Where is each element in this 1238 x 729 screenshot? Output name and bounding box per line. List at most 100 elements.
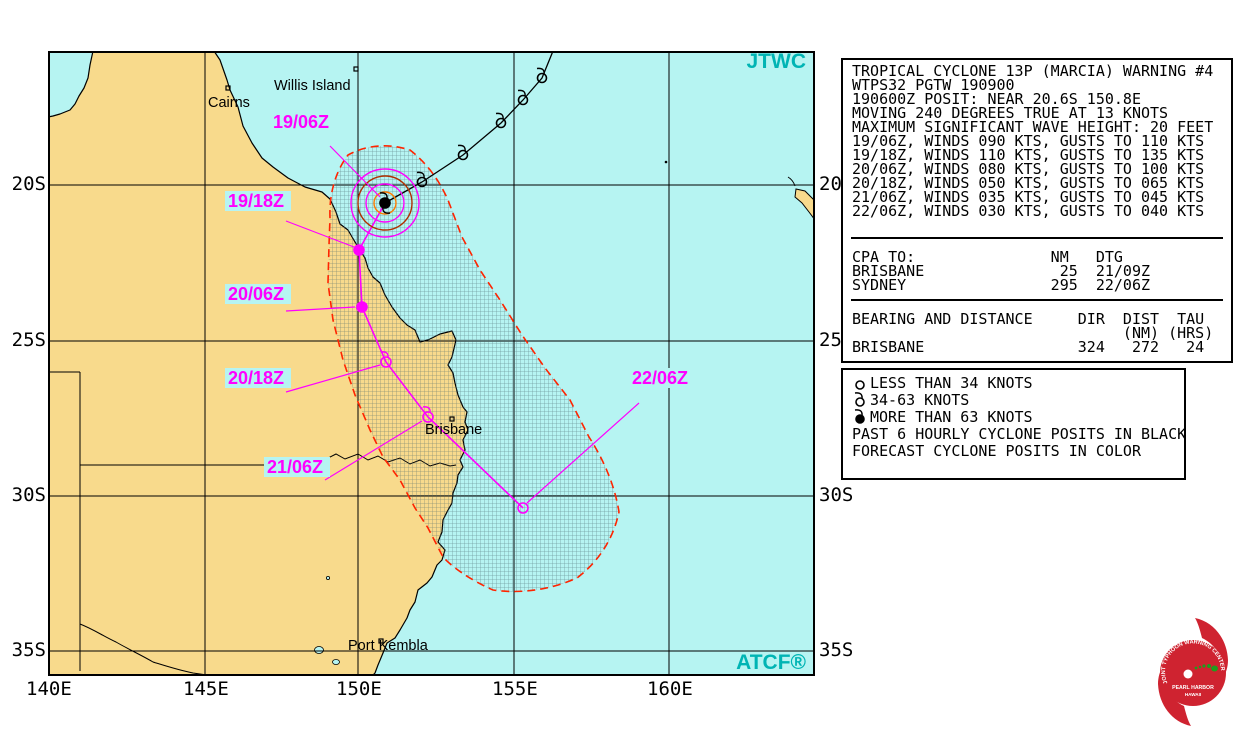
map-border xyxy=(48,51,815,676)
panel-divider xyxy=(851,299,1223,301)
city-marker xyxy=(353,66,359,72)
island-new-caledonia xyxy=(794,188,815,221)
past-position-symbol xyxy=(536,67,548,84)
cpa-lines: CPA TO: NM DTG BRISBANE 25 21/09Z SYDNEY 2… xyxy=(852,250,1151,294)
cyclone-track-map: 19/06Z 19/18Z 20/06Z 20/18Z 21/06Z 22/06Z Cair… xyxy=(48,51,815,676)
track-time-label: 22/06Z xyxy=(629,368,695,388)
label-leader-line xyxy=(324,420,423,481)
label-leader-line xyxy=(285,220,355,248)
cpa-line: SYDNEY 295 22/06Z xyxy=(852,276,1151,294)
label-leader-line xyxy=(285,364,381,393)
jtwc-watermark: JTWC xyxy=(747,51,807,73)
warning-line: TROPICAL CYCLONE 13P (MARCIA) WARNING #4 xyxy=(852,62,1214,80)
legend-item-label: LESS THAN 34 KNOTS xyxy=(870,373,1033,392)
place-port-kembla: Port Kembla xyxy=(348,638,429,654)
state-borders xyxy=(48,371,457,676)
forecast-position-symbol xyxy=(379,192,391,214)
panel-divider xyxy=(851,237,1223,239)
logo-eye xyxy=(1183,669,1193,679)
map-frame: 19/06Z 19/18Z 20/06Z 20/18Z 21/06Z 22/06Z Cair… xyxy=(12,51,853,699)
city-marker xyxy=(378,638,384,644)
lat-label-left: 25S xyxy=(11,329,46,351)
open-icon xyxy=(855,379,865,390)
logo-subtitle-2: HAWAII xyxy=(1185,692,1201,697)
forecast-position-symbol xyxy=(517,502,529,514)
city-label: Port Kembla xyxy=(348,638,429,654)
warning-line: 22/06Z, WINDS 030 KTS, GUSTS TO 040 KTS xyxy=(852,202,1205,220)
warning-line: 19/06Z, WINDS 090 KTS, GUSTS TO 110 KTS xyxy=(852,132,1205,150)
city-label: Willis Island xyxy=(274,78,351,94)
forecast-position-symbol xyxy=(380,351,392,368)
lat-label-left: 20S xyxy=(11,173,46,195)
lon-label: 150E xyxy=(336,678,382,700)
svg-text:22/06Z: 22/06Z xyxy=(632,368,688,388)
warning-line: 19/18Z, WINDS 110 KTS, GUSTS TO 135 KTS xyxy=(852,146,1205,164)
wind-radius-ring xyxy=(357,175,413,231)
svg-text:19/06Z: 19/06Z xyxy=(273,112,329,132)
past-position-symbol xyxy=(495,112,507,129)
warning-line: 20/06Z, WINDS 080 KTS, GUSTS TO 100 KTS xyxy=(852,160,1205,178)
legend-note: FORECAST CYCLONE POSITS IN COLOR xyxy=(852,441,1141,460)
jtwc-logo: JOINT TYPHOON WARNING CENTER PEARL HARBO… xyxy=(1158,618,1228,726)
logo-top-tail xyxy=(1195,618,1228,678)
wind-radius-ring xyxy=(365,183,405,223)
lat-label-left: 30S xyxy=(11,484,46,506)
bearing-line: (NM) (HRS) xyxy=(852,324,1214,342)
warning-line: 20/18Z, WINDS 050 KTS, GUSTS TO 065 KTS xyxy=(852,174,1205,192)
islet-dot xyxy=(664,160,668,164)
past-track-line xyxy=(384,51,554,204)
lakes xyxy=(314,576,340,665)
warning-line: MOVING 240 DEGREES TRUE AT 13 KNOTS xyxy=(852,104,1169,122)
legend-item: LESS THAN 34 KNOTS xyxy=(852,373,1180,392)
place-brisbane: Brisbane xyxy=(425,416,482,438)
city-label: Cairns xyxy=(208,95,250,111)
label-leader-line xyxy=(526,402,640,504)
bearing-lines: BEARING AND DISTANCE DIR DIST TAU (NM) (… xyxy=(852,310,1214,355)
place-cairns: Cairns xyxy=(208,85,250,111)
wind-radius-ring xyxy=(373,191,397,215)
forecast-position-symbol xyxy=(356,301,368,313)
place-willis-island: Willis Island xyxy=(274,66,359,94)
filled-tail-icon xyxy=(854,408,865,424)
svg-text:20/06Z: 20/06Z xyxy=(228,284,284,304)
logo-disc xyxy=(1160,640,1226,706)
past-position-symbol xyxy=(457,144,469,161)
lon-label: 160E xyxy=(647,678,693,700)
svg-text:19/18Z: 19/18Z xyxy=(228,191,284,211)
lat-label-right: 30S xyxy=(819,484,854,506)
legend-item: MORE THAN 63 KNOTS xyxy=(852,408,1180,426)
past-position-symbol xyxy=(517,89,529,106)
danger-area-swath xyxy=(327,145,620,593)
track-time-label: 19/18Z xyxy=(225,191,291,211)
wind-radius-ring xyxy=(350,168,420,238)
svg-text:21/06Z: 21/06Z xyxy=(267,457,323,477)
bearing-line: BEARING AND DISTANCE DIR DIST TAU xyxy=(852,310,1205,328)
forecast-position-symbol xyxy=(353,244,365,256)
city-label: Brisbane xyxy=(425,422,482,438)
logo-bottom-tail xyxy=(1158,666,1191,726)
track-time-label: 20/18Z xyxy=(225,368,291,388)
warning-text-panel: TROPICAL CYCLONE 13P (MARCIA) WARNING #4… xyxy=(841,58,1233,363)
cpa-line: BRISBANE 25 21/09Z xyxy=(852,262,1151,280)
logo-subtitle-1: PEARL HARBOR xyxy=(1172,685,1214,691)
track-time-label: 19/06Z xyxy=(270,112,336,132)
past-position-symbol xyxy=(416,171,428,188)
atcf-watermark: ATCF® xyxy=(736,651,806,674)
forecast-track-line xyxy=(358,202,524,509)
forecast-position-symbol xyxy=(422,406,434,423)
svg-text:20/18Z: 20/18Z xyxy=(228,368,284,388)
legend-item-label: 34-63 KNOTS xyxy=(870,390,970,409)
track-time-label: 21/06Z xyxy=(264,457,330,477)
open-tail-icon xyxy=(854,391,865,407)
logo-islands xyxy=(1194,664,1218,672)
warning-line: WTPS32 PGTW 190900 xyxy=(852,76,1015,94)
lon-label: 140E xyxy=(26,678,72,700)
lon-label: 155E xyxy=(492,678,538,700)
lon-label: 145E xyxy=(183,678,229,700)
label-leader-line xyxy=(329,145,381,198)
warning-lines: TROPICAL CYCLONE 13P (MARCIA) WARNING #4… xyxy=(852,62,1214,220)
warning-line: MAXIMUM SIGNIFICANT WAVE HEIGHT: 20 FEET xyxy=(852,118,1214,136)
city-marker xyxy=(225,85,231,91)
legend-item: 34-63 KNOTS xyxy=(852,390,1180,409)
